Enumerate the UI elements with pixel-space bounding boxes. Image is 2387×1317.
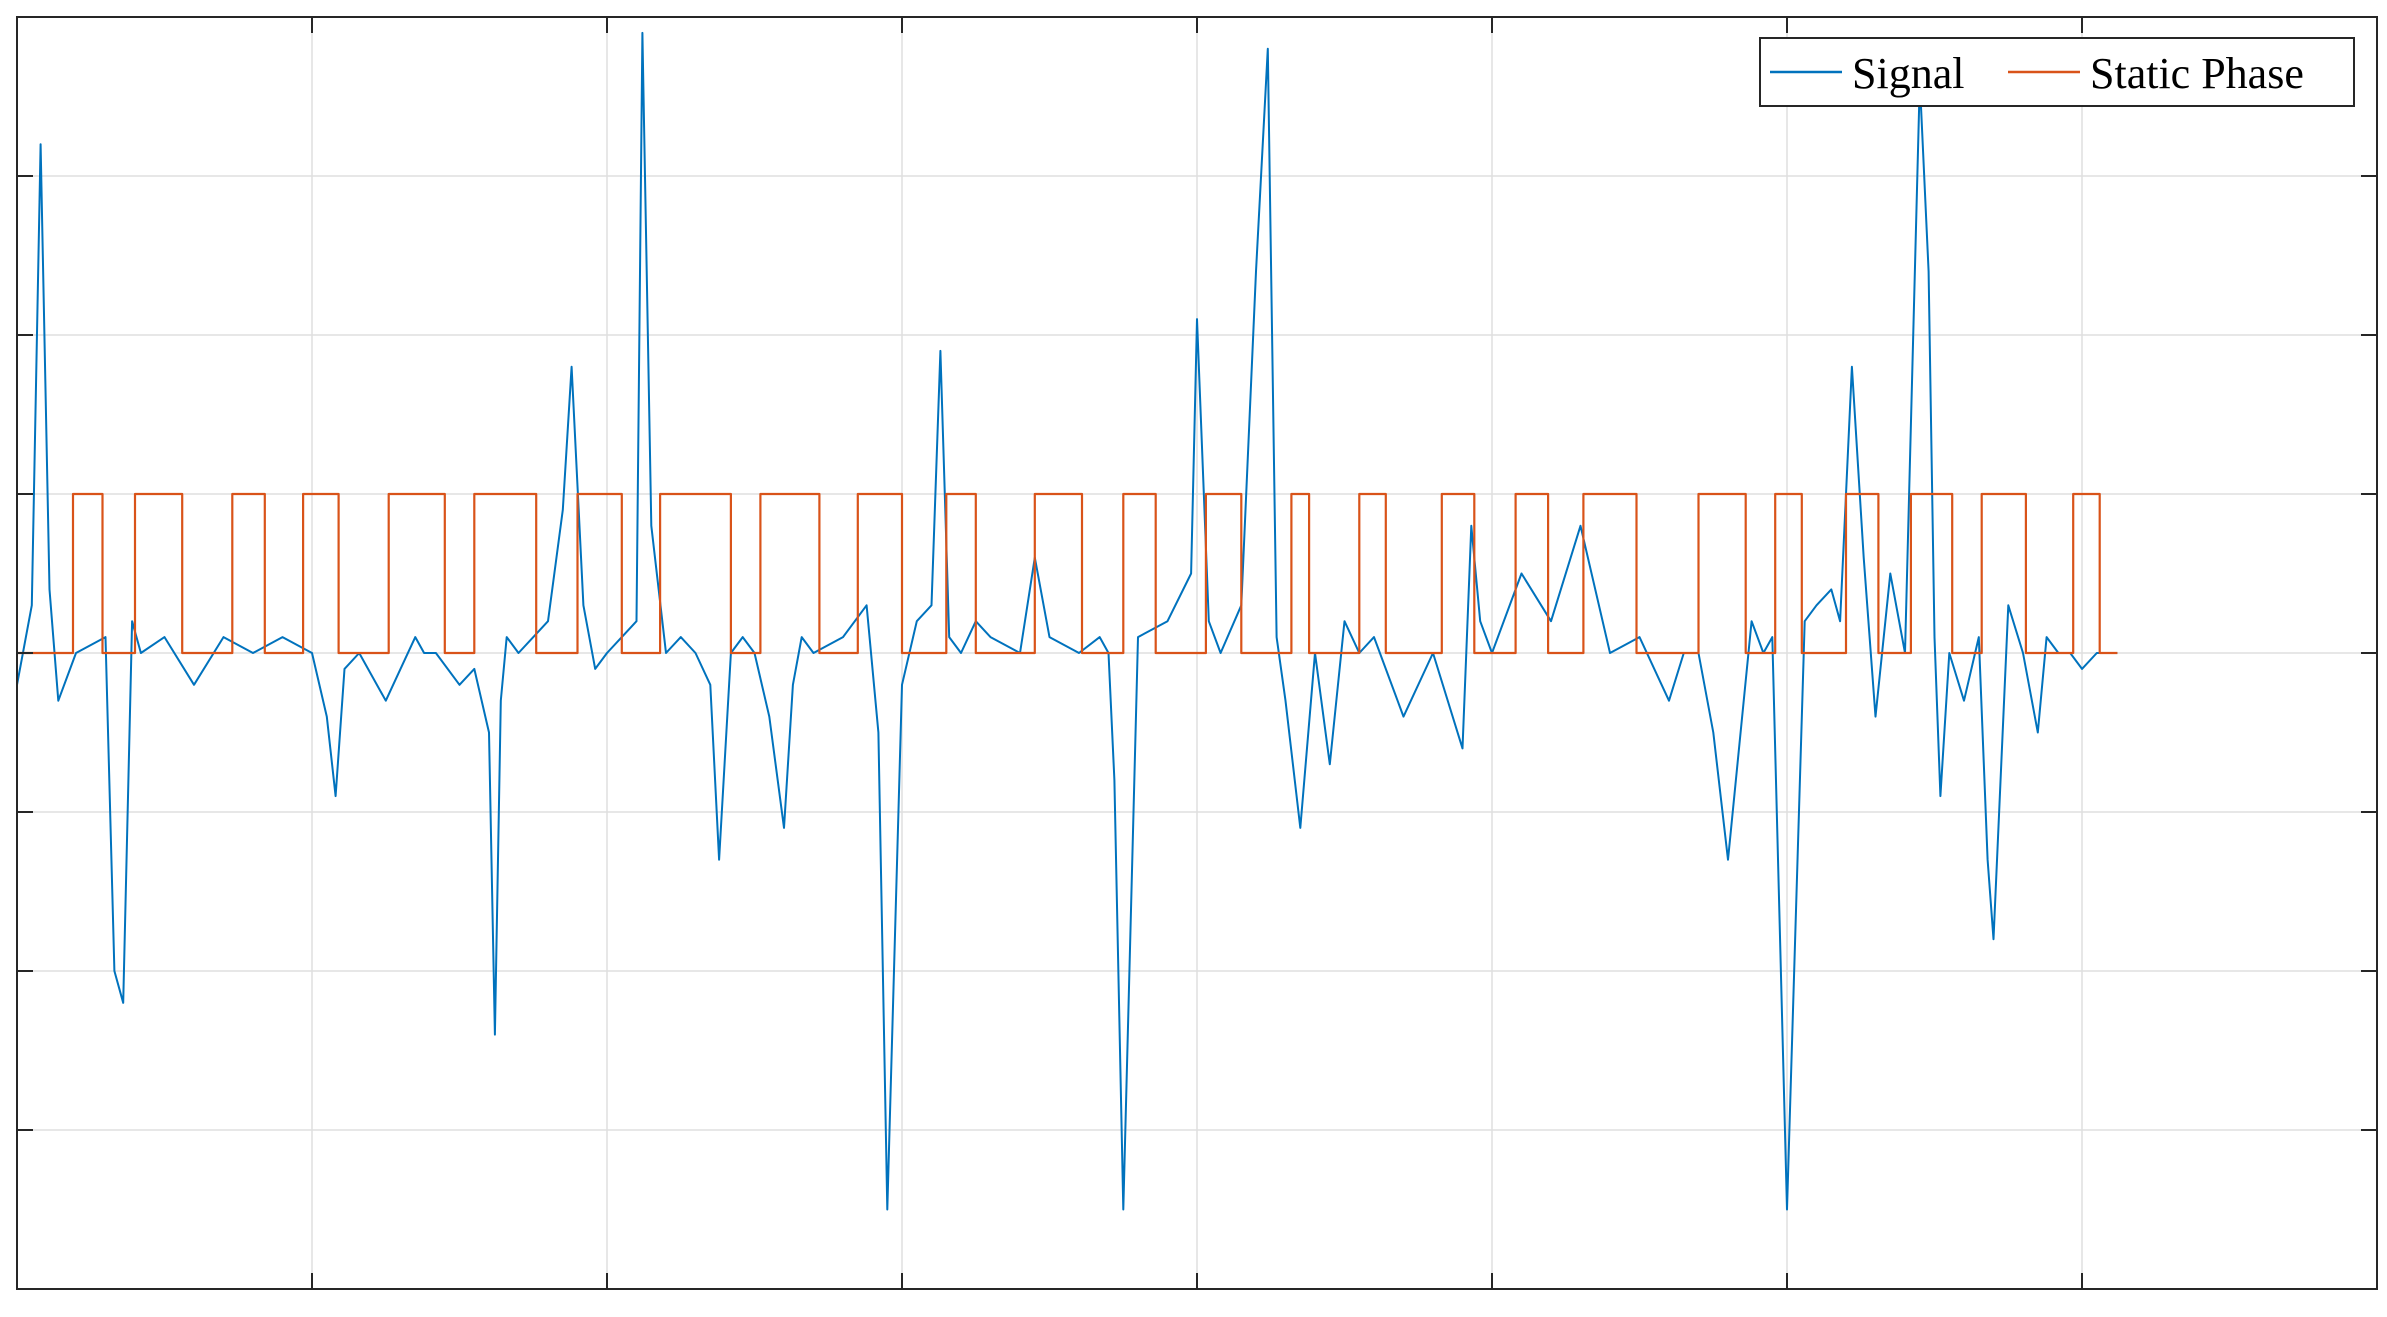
static-phase-series-line: [17, 492, 2118, 655]
tick-marks: [17, 17, 2377, 1289]
plot-area: [16, 16, 2378, 1290]
legend-signal-label: Signal: [1852, 49, 1964, 98]
series-layer: [16, 31, 2118, 1211]
legend-static-phase-label: Static Phase: [2090, 49, 2304, 98]
legend[interactable]: Signal Static Phase: [1759, 37, 2355, 107]
